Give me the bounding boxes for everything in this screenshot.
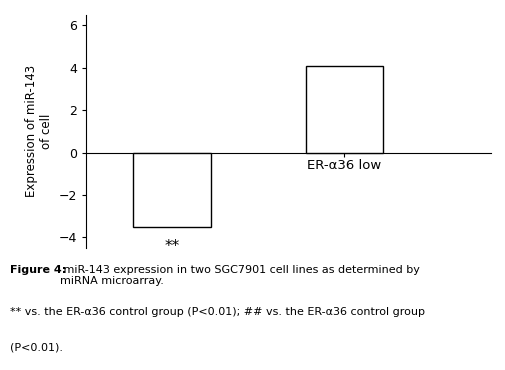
Y-axis label: Expression of miR-143
of cell: Expression of miR-143 of cell [25,65,53,198]
Text: **: ** [164,239,179,255]
Text: (P<0.01).: (P<0.01). [10,342,63,352]
Bar [305,65,382,152]
Bar [133,152,211,227]
Text: ** vs. the ER-α36 control group (P<0.01); ## vs. the ER-α36 control group: ** vs. the ER-α36 control group (P<0.01)… [10,307,424,317]
Text: Figure 4:: Figure 4: [10,265,66,275]
Text: miR-143 expression in two SGC7901 cell lines as determined by
miRNA microarray.: miR-143 expression in two SGC7901 cell l… [60,265,419,286]
